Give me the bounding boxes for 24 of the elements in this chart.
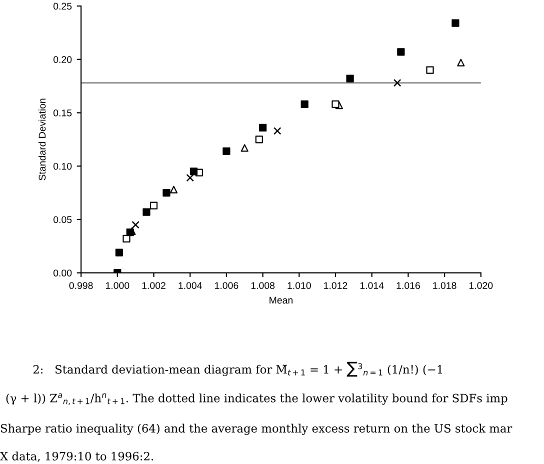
x-tick-label: 0.998 xyxy=(69,282,93,289)
x-tick-label: 1.016 xyxy=(396,282,420,289)
x-tick-label: 1.004 xyxy=(178,282,202,289)
y-tick-label: 0.20 xyxy=(53,56,72,64)
x-tick-label: 1.006 xyxy=(215,282,238,289)
x-tick-label: 1.000 xyxy=(106,282,130,289)
y-tick-label: 0.10 xyxy=(53,162,72,170)
x-tick-label: 1.002 xyxy=(142,282,166,289)
y-tick-label: 0.25 xyxy=(53,2,72,10)
y-tick-label: 0.15 xyxy=(53,109,72,116)
x-tick-label: 1.014 xyxy=(360,282,384,289)
x-tick-label: 1.020 xyxy=(469,282,493,289)
text: Sharpe ratio inequality (64) and the average monthly excess return on the US stock mar xyxy=(0,424,512,435)
y-tick-label: 0.05 xyxy=(53,216,72,224)
text: X data, 1979:10 to 1996:2. xyxy=(0,452,154,462)
x-axis-title: Mean xyxy=(270,296,293,304)
y-axis-title: Standard Deviation xyxy=(38,98,46,180)
x-tick-label: 1.010 xyxy=(288,282,311,289)
x-tick-label: 1.018 xyxy=(433,282,456,289)
text: 2: Standard deviation-mean diagram for M̃$_{t+1}$ = 1 + ∑$^{3}$$_{n=1}$ (1/n!) (−1 xyxy=(33,362,442,377)
x-tick-label: 1.008 xyxy=(251,282,275,289)
x-tick-label: 1.012 xyxy=(324,282,348,289)
text: (γ + l)) Z$^{a}$$_{n,t+1}$/h$^{n}$$_{t+1}$. The dotted line indicates the lower volatility bound for SDFs imp xyxy=(6,393,508,406)
y-tick-label: 0.00 xyxy=(53,270,72,276)
